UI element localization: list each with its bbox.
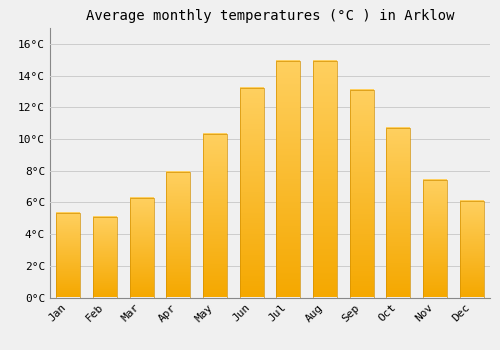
Bar [56, 214, 80, 298]
Bar [313, 61, 337, 298]
Bar [93, 217, 117, 298]
Bar [386, 128, 410, 298]
Bar [166, 172, 190, 298]
Title: Average monthly temperatures (°C ) in Arklow: Average monthly temperatures (°C ) in Ar… [86, 9, 454, 23]
Bar [240, 88, 264, 298]
Bar [423, 180, 447, 298]
Bar [203, 134, 227, 298]
Bar [460, 201, 483, 298]
Bar [276, 61, 300, 298]
Bar [130, 198, 154, 298]
Bar [350, 90, 374, 298]
